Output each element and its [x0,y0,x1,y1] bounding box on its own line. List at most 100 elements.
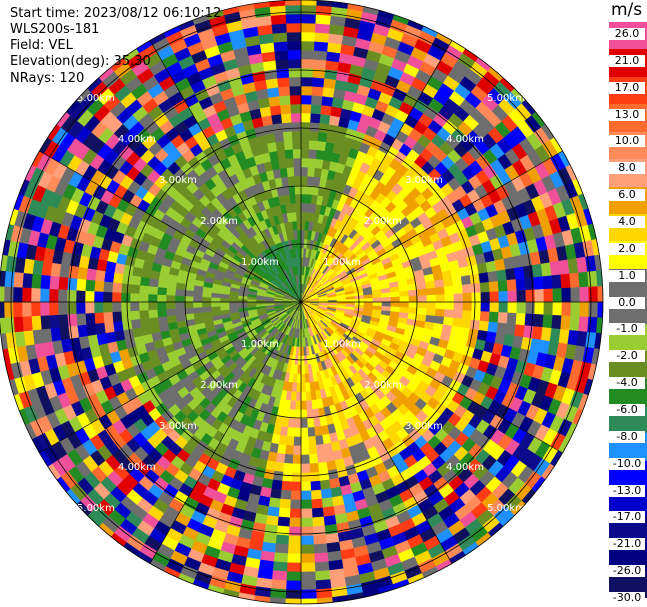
velocity-gate [588,301,599,318]
velocity-gate [174,288,185,297]
velocity-gate [300,373,306,384]
velocity-gate [21,287,32,303]
velocity-gate [426,308,437,317]
velocity-gate [76,278,87,291]
velocity-gate [300,526,314,537]
velocity-gate [300,85,313,96]
velocity-gate [121,273,133,285]
velocity-gate [272,32,288,43]
velocity-gate [579,286,590,303]
velocity-gate [297,247,302,258]
velocity-gate [269,597,286,604]
colorbar-tick-label: 2.0 [609,242,645,255]
velocity-gate [286,571,302,582]
velocity-gate [281,122,293,133]
velocity-gate [294,418,302,429]
instrument-label: WLS200s-181 [10,22,100,37]
velocity-gate [279,498,291,509]
velocity-gate [435,301,446,310]
velocity-gate [319,113,331,125]
velocity-gate [103,270,115,283]
velocity-gate [326,460,337,472]
velocity-gate [273,552,289,563]
velocity-gate [93,301,104,314]
colorbar-tick-label: -17.0 [609,511,645,524]
velocity-gate [49,314,60,329]
velocity-gate [300,58,314,69]
velocity-gate [271,570,288,581]
velocity-gate [67,277,78,291]
velocity-gate [77,324,88,338]
velocity-gate [321,95,334,107]
velocity-gate [543,288,554,303]
velocity-gate [289,94,302,105]
velocity-gate [300,121,311,132]
velocity-gate [323,442,334,454]
velocity-gate [314,570,331,581]
velocity-gate [277,77,290,88]
velocity-gate [291,472,302,483]
velocity-gate [298,256,302,267]
velocity-gate [22,272,33,289]
velocity-gate [524,313,535,327]
velocity-gate [313,50,328,61]
range-ring-label: 3.00km [405,421,443,432]
velocity-gate [289,499,302,510]
velocity-gate [269,588,287,599]
velocity-gate [316,140,327,152]
velocity-gate [578,316,589,333]
velocity-gate [506,279,517,292]
velocity-gate [587,316,598,334]
velocity-gate [300,157,309,168]
velocity-gate [441,269,453,280]
velocity-gate [130,310,141,321]
range-ring-label: 2.00km [200,380,238,391]
range-ring-label: 4.00km [446,462,484,473]
colorbar: 26.0 21.0 17.0 13.0 10.0 8.0 6.0 4.0 2.0 1.0 0.0 -1… [609,22,647,604]
velocity-gate [291,130,302,141]
velocity-gate [596,317,603,334]
velocity-gate [288,535,302,546]
velocity-gate [289,508,302,519]
velocity-gate [305,400,313,411]
velocity-gate [291,463,302,474]
velocity-gate [552,288,563,303]
velocity-gate [313,59,327,70]
velocity-gate [372,297,383,303]
colorbar-tick-label: 10.0 [609,135,645,148]
velocity-gate [300,472,311,483]
start-time-label: Start time: 2023/08/12 06:10:12 [10,6,222,21]
velocity-gate [372,293,383,299]
velocity-gate [496,269,508,282]
velocity-gate [148,316,159,327]
velocity-gate [300,103,312,114]
colorbar-tick-label: 21.0 [609,54,645,67]
velocity-gate [174,307,185,316]
velocity-gate [310,104,322,115]
velocity-gate [435,308,446,318]
velocity-gate [300,139,310,150]
velocity-gate [363,298,374,303]
velocity-gate [489,301,500,313]
velocity-gate [295,202,302,213]
velocity-gate [300,553,315,564]
velocity-gate [300,517,313,528]
velocity-gate [309,122,321,133]
velocity-gate [417,295,428,303]
velocity-gate [363,294,374,299]
range-ring-label: 3.00km [159,421,197,432]
velocity-gate [12,286,23,303]
velocity-gate [300,22,316,33]
velocity-gate [287,553,302,564]
velocity-gate [443,285,455,295]
colorbar-tick-label: 17.0 [609,81,645,94]
velocity-gate [219,305,230,311]
velocity-gate [313,41,329,52]
velocity-gate [300,463,311,474]
velocity-gate [300,400,307,411]
velocity-gate [300,94,313,105]
velocity-gate [275,140,286,152]
colorbar-tick-label: 4.0 [609,216,645,228]
velocity-gate [129,301,140,312]
velocity-gate [314,561,330,572]
